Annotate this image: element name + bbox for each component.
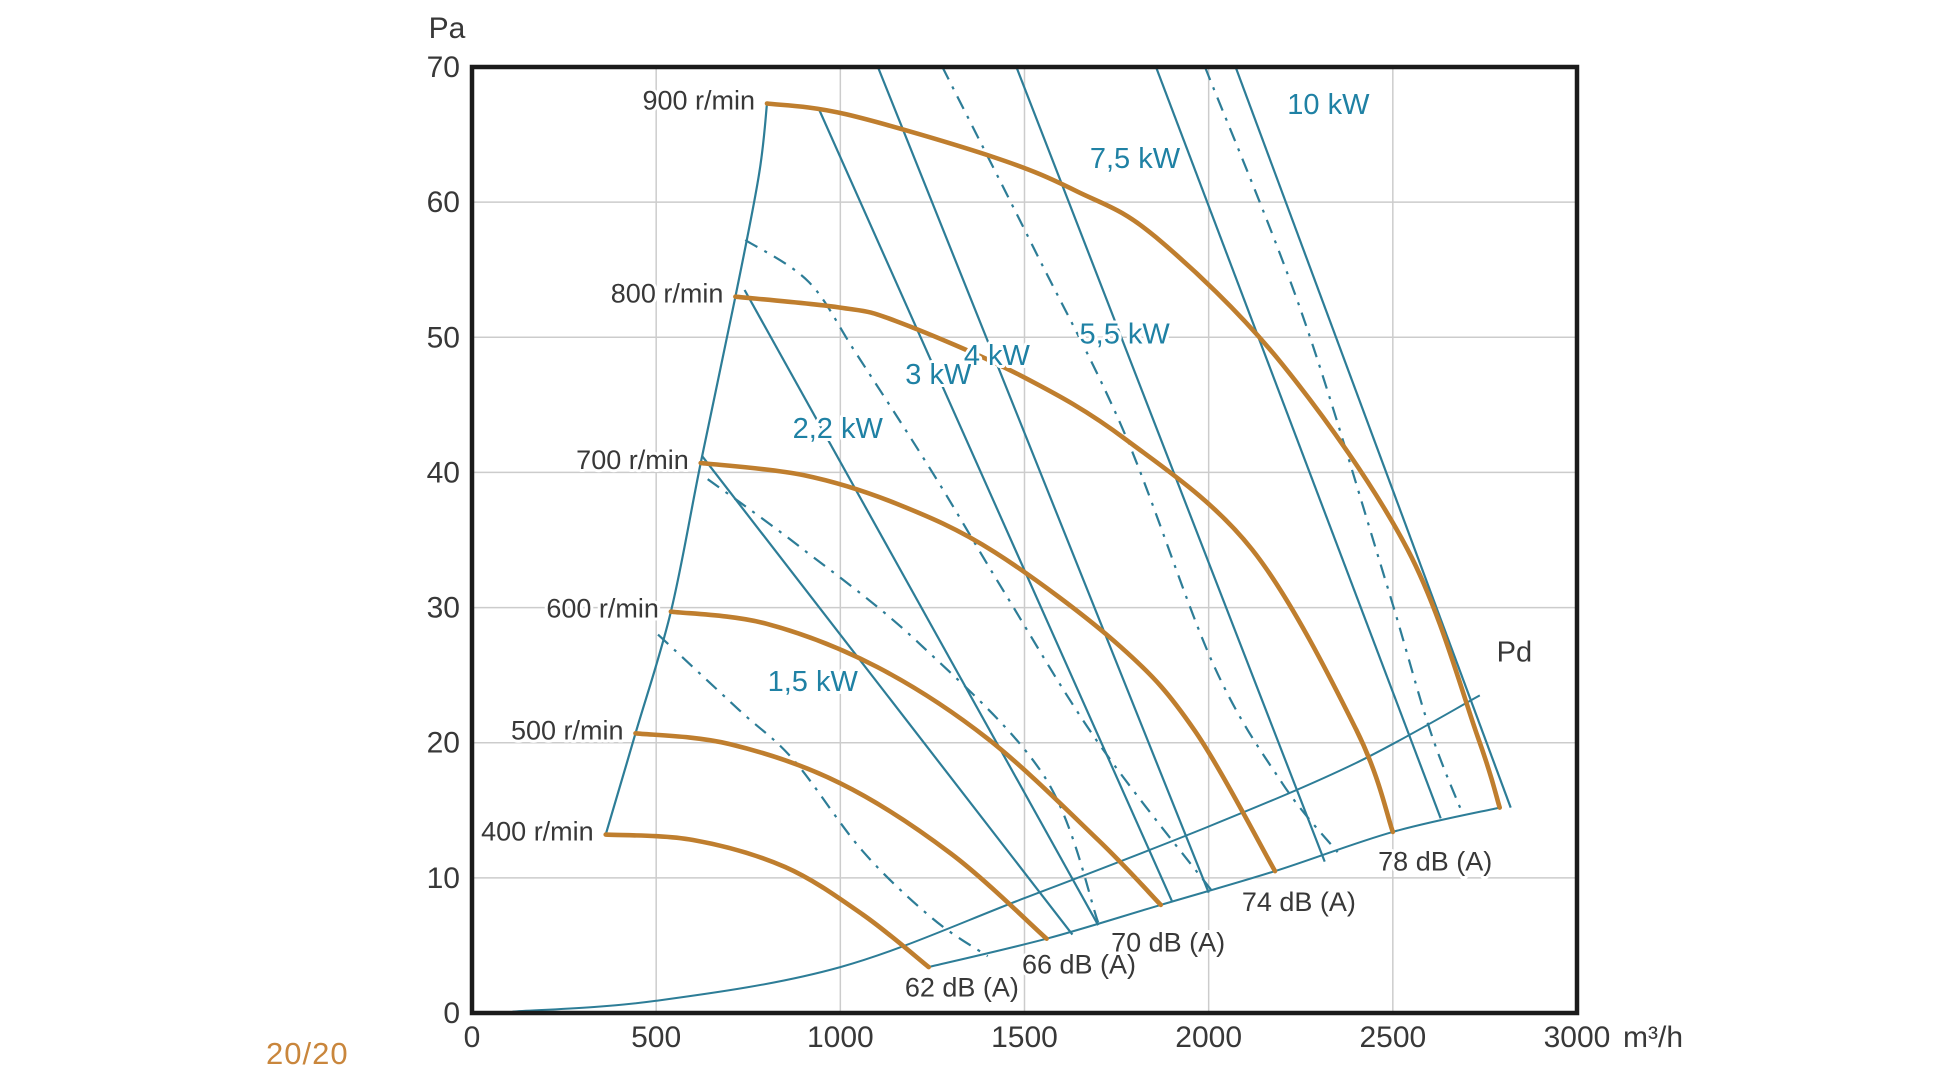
fan-curve-label-900rpm: 900 r/min <box>642 85 755 115</box>
power-line-4kw <box>876 66 1210 894</box>
y-axis-tick-10: 10 <box>427 862 460 895</box>
noise-label-62db: 62 dB (A) <box>905 972 1019 1002</box>
y-axis-tick-30: 30 <box>427 592 460 625</box>
power-line-5-5kw <box>1015 66 1326 862</box>
power-line-3kw <box>817 107 1173 902</box>
power-line-1-5kw <box>701 455 1074 936</box>
x-axis-tick-2000: 2000 <box>1175 1021 1242 1054</box>
fan-curve-400rpm <box>603 832 931 970</box>
power-line-2-2kw <box>743 289 1100 926</box>
x-axis-tick-3000: 3000 <box>1544 1021 1611 1054</box>
fan-curve-label-400rpm: 400 r/min <box>481 817 594 847</box>
noise-label-70db: 70 dB (A) <box>1111 928 1225 958</box>
x-axis-tick-500: 500 <box>631 1021 681 1054</box>
power-label-7-5kw: 7,5 kW <box>1090 143 1181 175</box>
power-label-1-5kw: 1,5 kW <box>768 666 859 698</box>
fan-curve-800rpm <box>733 294 1396 835</box>
fan-curve-label-600rpm: 600 r/min <box>546 594 659 624</box>
x-axis-tick-1000: 1000 <box>807 1021 874 1054</box>
noise-curve-62db <box>657 633 989 958</box>
noise-label-74db: 74 dB (A) <box>1242 887 1356 917</box>
y-axis-tick-70: 70 <box>427 51 460 84</box>
page-number-label: 20/20 <box>266 1036 349 1071</box>
fan-curve-label-800rpm: 800 r/min <box>611 279 724 309</box>
noise-curve-78db <box>1203 66 1464 815</box>
pd-curve <box>512 694 1481 1013</box>
noise-curve-74db <box>941 66 1339 853</box>
power-line-7-5kw <box>1154 66 1442 819</box>
fan-curve-label-700rpm: 700 r/min <box>576 445 689 475</box>
power-label-4kw: 4 kW <box>964 340 1031 372</box>
y-axis-tick-40: 40 <box>427 456 460 489</box>
y-axis-unit-label: Pa <box>429 12 466 45</box>
x-axis-tick-2500: 2500 <box>1359 1021 1426 1054</box>
noise-curve-66db <box>707 478 1100 923</box>
fan-curve-900rpm <box>764 101 1502 810</box>
plot-frame <box>469 64 1580 1016</box>
power-label-10kw: 10 kW <box>1287 89 1370 121</box>
fan-curve-label-500rpm: 500 r/min <box>511 715 624 745</box>
noise-label-78db: 78 dB (A) <box>1378 847 1492 877</box>
y-axis-tick-20: 20 <box>427 727 460 760</box>
y-axis-tick-60: 60 <box>427 186 460 219</box>
power-label-3kw: 3 kW <box>905 359 972 391</box>
pd-curve-label: Pd <box>1497 637 1532 669</box>
fan-curve-600rpm <box>668 609 1164 908</box>
power-line-10kw <box>1234 66 1512 808</box>
y-axis-tick-50: 50 <box>427 321 460 354</box>
noise-label-66db: 66 dB (A) <box>1022 949 1136 979</box>
power-label-5-5kw: 5,5 kW <box>1080 319 1171 351</box>
y-axis-tick-0: 0 <box>443 997 460 1030</box>
fan-curve-500rpm <box>633 731 1049 941</box>
x-axis-tick-1500: 1500 <box>991 1021 1058 1054</box>
max-flow-envelope-line <box>928 806 1500 969</box>
x-axis-unit-label: m³/h <box>1623 1021 1683 1054</box>
fan-curve-700rpm <box>698 460 1278 874</box>
power-label-2-2kw: 2,2 kW <box>793 413 884 445</box>
x-axis-tick-0: 0 <box>464 1021 481 1054</box>
